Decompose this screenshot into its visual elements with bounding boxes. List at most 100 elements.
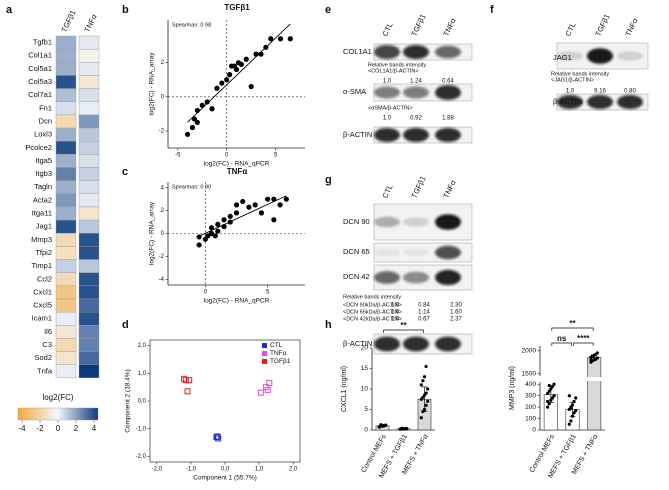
ratio-value: 0.92	[410, 116, 422, 122]
point	[233, 66, 240, 73]
point	[233, 210, 240, 216]
heatmap-cell	[78, 62, 100, 76]
bar	[587, 357, 602, 431]
point	[248, 83, 254, 90]
blot-label: JAG1	[553, 53, 572, 62]
legend-swatch	[262, 351, 267, 356]
ratio-value: 0.64	[442, 79, 454, 85]
data-point	[546, 391, 550, 396]
point	[215, 228, 221, 234]
point	[264, 386, 271, 393]
heatmap-cell	[55, 285, 77, 300]
gene-label: Jag1	[36, 222, 52, 231]
point	[186, 377, 193, 384]
ratio-value: 1.0	[391, 310, 400, 316]
legend-label: TNFα	[270, 350, 287, 357]
gene-label: Ccl2	[37, 274, 52, 283]
annotation: Spearman: 0.90	[172, 184, 211, 190]
y-axis-label: CXCL1 (ng/ml)	[341, 366, 348, 412]
heatmap-cell	[78, 311, 100, 326]
data-point	[424, 391, 428, 395]
point	[212, 233, 218, 239]
blot-band	[403, 128, 429, 142]
ratio-value: 0.84	[418, 303, 430, 309]
data-point	[426, 399, 430, 403]
data-point	[384, 423, 388, 428]
x-tick-label: -2,0	[152, 467, 163, 473]
heatmap-cell	[55, 140, 77, 155]
panel-letter: h	[325, 319, 332, 331]
heatmap-cell	[55, 88, 77, 102]
y-tick-label: -4	[159, 277, 165, 283]
y-tick-label: 1500	[522, 370, 537, 377]
ratio-value: 1.0	[391, 317, 400, 323]
annotation: Spearman: 0.98	[172, 22, 211, 28]
point	[204, 99, 210, 105]
blot-band	[403, 45, 429, 59]
y-tick-label: 0	[161, 231, 165, 237]
point	[189, 124, 196, 131]
point	[184, 131, 191, 137]
gene-label: Dcn	[39, 116, 52, 125]
gene-label: Tfpi2	[35, 248, 52, 257]
significance-bracket	[551, 342, 572, 346]
fit-line	[198, 195, 287, 237]
x-axis-label: Component 1 (55.7%)	[193, 475, 257, 482]
heatmap-cell	[55, 351, 77, 365]
panel-letter: e	[325, 4, 331, 16]
gene-label: Mmp3	[31, 235, 52, 244]
lane-label: TGFβ1	[409, 13, 427, 38]
point	[253, 51, 259, 57]
point	[191, 116, 198, 122]
heatmap-cell	[78, 272, 100, 287]
ratio-value: 1.0	[566, 89, 575, 95]
lane-label: TNFα	[441, 178, 457, 200]
gene-label: Il6	[44, 327, 52, 336]
heatmap-cell	[55, 48, 77, 63]
ratio-value: 1.0	[383, 116, 392, 122]
heatmap-cell	[55, 206, 77, 221]
panel-letter: g	[325, 174, 332, 186]
heatmap-cell	[55, 180, 77, 194]
data-point	[547, 389, 551, 393]
gene-label: Tagln	[34, 182, 52, 191]
heatmap-cell	[55, 35, 77, 50]
heatmap-cell	[55, 311, 77, 326]
point	[277, 36, 284, 42]
point	[227, 72, 233, 78]
y-axis-label: Component 2 (18.4%)	[125, 369, 132, 433]
data-point	[549, 387, 553, 391]
heatmap-cell	[78, 88, 100, 102]
point	[224, 77, 230, 83]
heatmap-cell	[78, 127, 100, 142]
colorbar-tick-label: -2	[36, 424, 44, 433]
ratio-value: 1.14	[418, 310, 430, 316]
lane-label: CTL	[563, 21, 577, 38]
heatmap-cell	[78, 48, 100, 63]
point	[258, 210, 265, 216]
data-point	[552, 382, 556, 386]
point	[215, 221, 221, 227]
data-point	[569, 419, 573, 423]
point	[214, 85, 220, 91]
blot-label: DCN 90	[343, 217, 370, 226]
significance-bracket	[383, 329, 424, 333]
colorbar-tick-label: -4	[18, 424, 26, 433]
blot-band	[435, 128, 461, 142]
data-point	[590, 355, 595, 359]
point	[246, 204, 252, 210]
y-tick-label: 0,0	[138, 399, 147, 405]
gene-label: Itgb3	[35, 169, 52, 178]
data-point	[569, 406, 573, 410]
gene-label: Col5a1	[28, 64, 52, 73]
blot-band	[374, 248, 400, 257]
blot-band	[374, 216, 400, 228]
point	[227, 213, 233, 219]
heatmap-cell	[55, 167, 77, 181]
blot-band	[403, 248, 429, 257]
heatmap-cell	[55, 298, 77, 313]
lane-label: TGFβ1	[409, 175, 427, 200]
lane-label: CTL	[380, 21, 394, 38]
heatmap-cell	[78, 75, 100, 89]
data-point	[567, 422, 571, 426]
